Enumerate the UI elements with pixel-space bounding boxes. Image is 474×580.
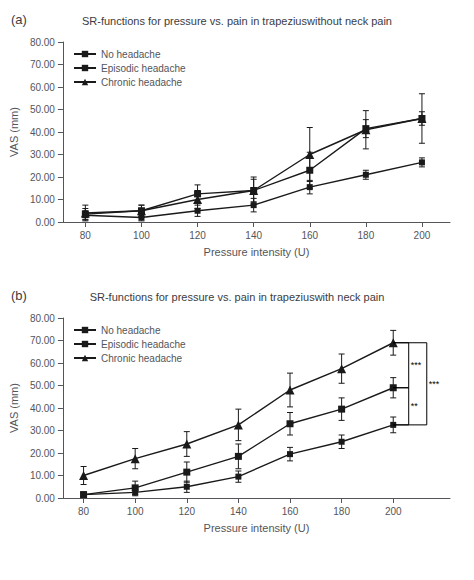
svg-text:80.00: 80.00 [30,313,55,324]
svg-text:30.00: 30.00 [30,149,55,160]
svg-text:50.00: 50.00 [30,104,55,115]
svg-text:140: 140 [245,230,262,241]
svg-text:No headache: No headache [101,325,161,336]
svg-text:Pressure intensity (U): Pressure intensity (U) [204,522,310,534]
svg-text:30.00: 30.00 [30,425,55,436]
svg-text:10.00: 10.00 [30,194,55,205]
svg-text:60.00: 60.00 [30,82,55,93]
svg-text:70.00: 70.00 [30,335,55,346]
svg-text:(b): (b) [11,288,27,303]
svg-text:VAS (mm): VAS (mm) [8,383,20,433]
svg-text:SR-functions for pressure vs.: SR-functions for pressure vs. pain in tr… [90,291,385,303]
svg-text:Chronic headache: Chronic headache [101,353,183,364]
svg-text:20.00: 20.00 [30,172,55,183]
svg-text:160: 160 [301,230,318,241]
svg-text:(a): (a) [11,12,27,27]
svg-text:180: 180 [358,230,375,241]
svg-text:80: 80 [80,230,92,241]
svg-text:SR-functions for pressure vs.: SR-functions for pressure vs. pain in tr… [82,15,392,27]
svg-text:***: *** [429,379,440,389]
svg-text:Chronic headache: Chronic headache [101,77,183,88]
svg-text:VAS (mm): VAS (mm) [8,107,20,157]
svg-text:200: 200 [414,230,431,241]
svg-text:50.00: 50.00 [30,380,55,391]
svg-text:200: 200 [385,506,402,517]
svg-text:**: ** [411,401,419,411]
svg-text:Episodic headache: Episodic headache [101,63,186,74]
svg-text:0.00: 0.00 [35,493,55,504]
svg-text:60.00: 60.00 [30,358,55,369]
svg-text:140: 140 [230,506,247,517]
svg-text:120: 120 [189,230,206,241]
svg-text:0.00: 0.00 [35,217,55,228]
svg-text:***: *** [411,360,422,370]
svg-text:100: 100 [127,506,144,517]
svg-text:180: 180 [333,506,350,517]
svg-text:80: 80 [78,506,90,517]
svg-text:40.00: 40.00 [30,127,55,138]
svg-text:Pressure intensity (U): Pressure intensity (U) [204,246,310,258]
svg-text:20.00: 20.00 [30,448,55,459]
svg-text:No headache: No headache [101,49,161,60]
svg-text:80.00: 80.00 [30,37,55,48]
svg-text:120: 120 [178,506,195,517]
svg-text:10.00: 10.00 [30,470,55,481]
svg-text:70.00: 70.00 [30,59,55,70]
svg-text:100: 100 [133,230,150,241]
svg-text:160: 160 [282,506,299,517]
svg-text:Episodic headache: Episodic headache [101,339,186,350]
svg-text:40.00: 40.00 [30,403,55,414]
